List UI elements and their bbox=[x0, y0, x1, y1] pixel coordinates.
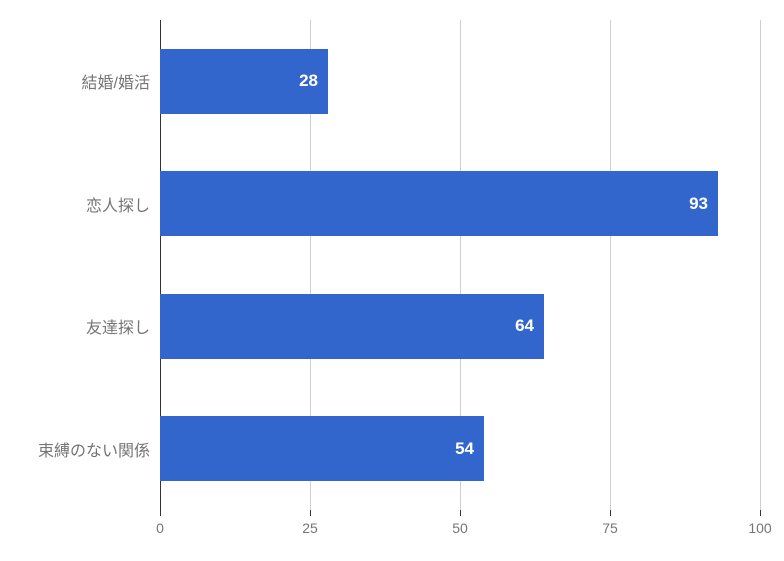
gridline bbox=[610, 20, 611, 510]
x-tick-label: 75 bbox=[602, 520, 618, 536]
x-tick-label: 25 bbox=[302, 520, 318, 536]
x-tick-mark bbox=[160, 510, 161, 516]
plot-area: 28 93 64 54 bbox=[160, 20, 760, 510]
x-tick-mark bbox=[760, 510, 761, 516]
x-tick-mark bbox=[460, 510, 461, 516]
x-tick-mark bbox=[310, 510, 311, 516]
category-label: 結婚/婚活 bbox=[82, 69, 150, 93]
bar-value-label: 64 bbox=[515, 316, 534, 336]
x-tick-label: 0 bbox=[156, 520, 164, 536]
category-label: 友達探し bbox=[86, 314, 150, 338]
x-tick-label: 100 bbox=[748, 520, 771, 536]
category-label: 束縛のない関係 bbox=[38, 437, 150, 461]
bar: 93 bbox=[160, 171, 718, 236]
bar: 28 bbox=[160, 49, 328, 114]
category-label: 恋人探し bbox=[86, 192, 150, 216]
x-tick-mark bbox=[610, 510, 611, 516]
bar-value-label: 54 bbox=[455, 439, 474, 459]
bar: 64 bbox=[160, 294, 544, 359]
bar-value-label: 93 bbox=[689, 194, 708, 214]
gridline bbox=[760, 20, 761, 510]
chart-container: 28 93 64 54 0 25 50 75 100 結婚/婚活恋人探し友達探し束縛のない関係 bbox=[0, 0, 784, 561]
x-tick-label: 50 bbox=[452, 520, 468, 536]
bar-value-label: 28 bbox=[299, 71, 318, 91]
bar: 54 bbox=[160, 416, 484, 481]
